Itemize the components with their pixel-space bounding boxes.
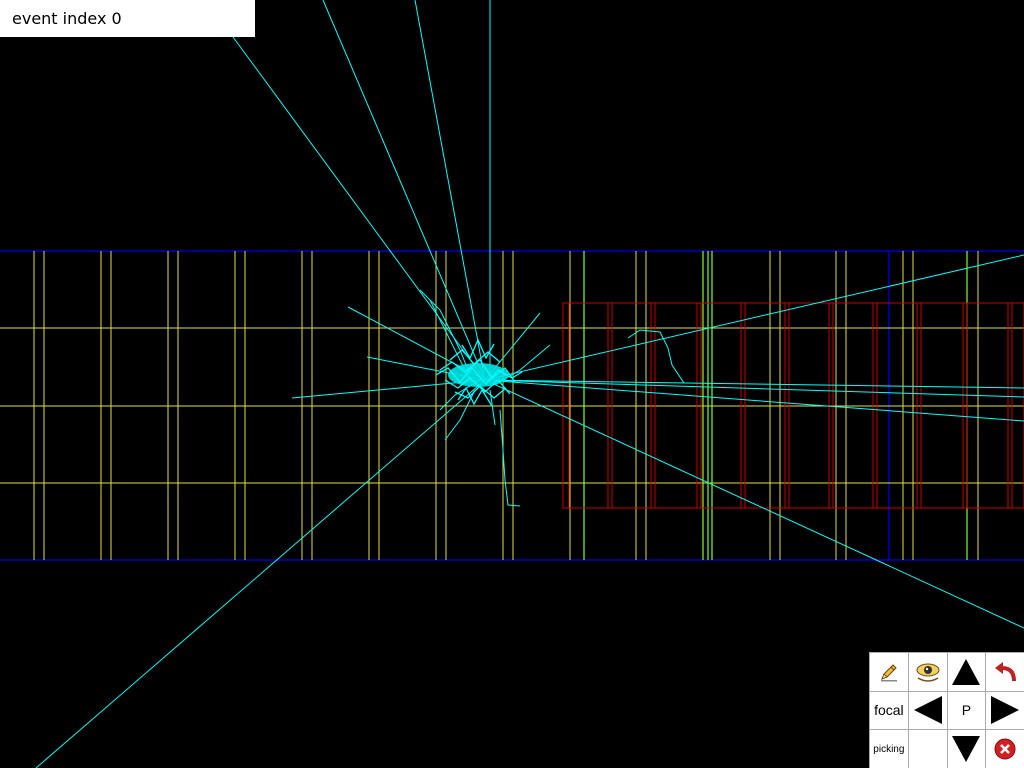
move-up-button[interactable] <box>946 652 986 691</box>
focal-button[interactable]: focal <box>869 690 908 730</box>
particle-tracks <box>35 0 1024 768</box>
event-index-label: event index 0 <box>0 0 255 37</box>
move-down-button[interactable] <box>946 729 986 768</box>
calorimeter-modules <box>562 302 1024 509</box>
empty-toolbar-cell <box>907 729 947 768</box>
pencil-icon <box>880 664 897 682</box>
eye-icon <box>916 663 940 682</box>
arrow-right-icon <box>991 696 1020 725</box>
viewer-toolbar: focal P picking <box>869 652 1024 768</box>
arrow-left-icon <box>913 696 942 725</box>
vertex-cluster <box>435 338 523 407</box>
close-icon <box>994 738 1016 760</box>
undo-button[interactable] <box>985 652 1024 691</box>
viewpoint-eye-button[interactable] <box>907 652 947 691</box>
move-right-button[interactable] <box>985 690 1024 730</box>
picking-button[interactable]: picking <box>869 729 908 768</box>
edit-pencil-button[interactable] <box>869 652 908 691</box>
move-left-button[interactable] <box>907 690 947 730</box>
undo-icon <box>995 661 1017 681</box>
arrow-up-icon <box>952 658 981 685</box>
close-button[interactable] <box>985 729 1024 768</box>
projection-button[interactable]: P <box>946 690 986 730</box>
arrow-down-icon <box>952 736 981 763</box>
